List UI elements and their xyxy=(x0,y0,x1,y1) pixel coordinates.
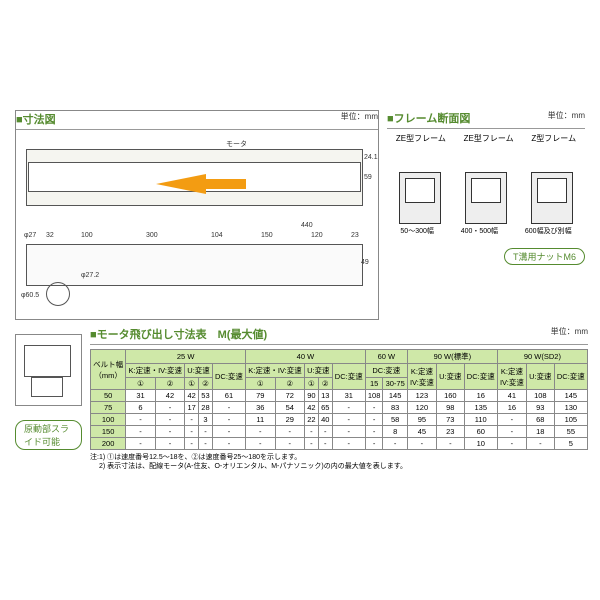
frame-unit: 単位：mm xyxy=(548,110,585,126)
table-unit: 単位：mm xyxy=(551,326,588,342)
frame-title: ■フレーム断面図 xyxy=(387,110,470,126)
dim-unit: 単位：mm xyxy=(341,111,378,127)
dimension-drawing: モータ φ60.5 φ27 32 100 300 104 150 120 440… xyxy=(16,134,378,319)
table-title: ■モータ飛び出し寸法表 M(最大値) xyxy=(90,326,267,342)
side-drawing xyxy=(15,334,82,406)
dim-title: ■寸法図 xyxy=(16,111,56,127)
motor-dimension-table: ベルト幅（mm）25 W40 W60 W90 W(標準)90 W(SD2)K:定… xyxy=(90,349,588,450)
table-note: 注:1) ①は速度番号12.5～18を、②は速度番号25～180を示します。 2… xyxy=(90,453,588,471)
nut-badge: T溝用ナットM6 xyxy=(504,248,585,265)
frame-type-labels: ZE型フレームZE型フレームZ型フレーム xyxy=(387,133,585,144)
slide-badge: 原動部スライド可能 xyxy=(15,420,82,450)
direction-arrow xyxy=(156,174,206,194)
frame-profiles xyxy=(387,144,585,224)
